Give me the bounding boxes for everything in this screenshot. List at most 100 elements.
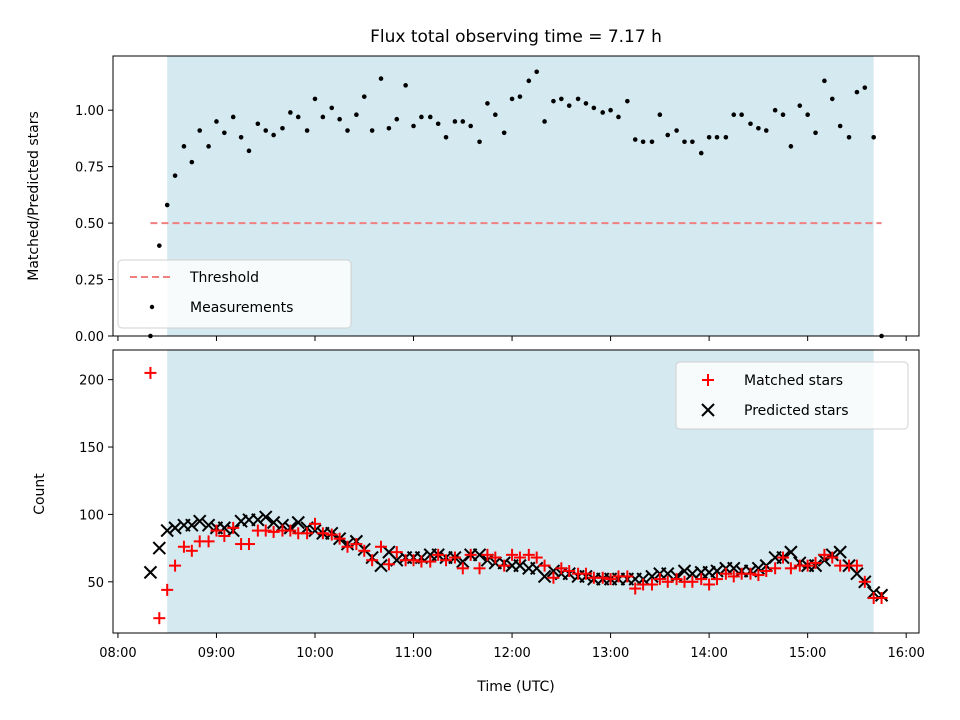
matched-point [555, 562, 568, 575]
measurement-point [477, 139, 482, 145]
measurement-point [280, 125, 285, 131]
predicted-point [259, 510, 273, 524]
bottom-xtick-label: 15:00 [789, 646, 826, 661]
bottom-y-axis-label: Count [32, 473, 48, 515]
measurement-point [542, 119, 547, 124]
matched-point [850, 559, 863, 572]
matched-point [858, 575, 871, 588]
measurement-point [361, 94, 367, 99]
measurement-point [403, 83, 408, 88]
measurement-point [337, 116, 342, 122]
measurement-point [181, 144, 187, 149]
matched-point [719, 567, 732, 580]
measurement-point [748, 121, 753, 127]
predicted-point [308, 523, 322, 538]
bottom-ytick-label: 200 [79, 374, 104, 389]
matched-point [809, 556, 822, 569]
matched-point [563, 565, 576, 578]
matched-point [875, 591, 888, 604]
measurement-point [616, 114, 621, 120]
matched-point [390, 546, 403, 559]
measurement-point [690, 139, 695, 145]
bottom-xtick-label: 13:00 [592, 646, 629, 661]
matched-point [424, 555, 437, 568]
matched-point [169, 559, 182, 572]
measurement-point [534, 69, 539, 75]
measurement-point [238, 134, 244, 140]
measurement-point [501, 130, 507, 136]
bottom-xtick-label: 09:00 [198, 646, 235, 661]
predicted-legend-swatch [701, 403, 715, 417]
measurement-point [772, 107, 778, 113]
chart-title: Flux total observing time = 7.17 h [370, 27, 662, 47]
predicted-point [677, 564, 692, 578]
matched-point [210, 524, 223, 537]
measurements-legend-label: Measurements [190, 300, 293, 316]
measurement-point [583, 101, 589, 106]
matched-point [727, 570, 740, 583]
matched-point [144, 366, 157, 379]
matched-point [366, 554, 379, 567]
bottom-xtick-label: 14:00 [690, 646, 727, 661]
measurement-point [854, 89, 860, 95]
matched-point [629, 582, 642, 595]
measurements-legend-swatch [149, 304, 155, 310]
measurement-point [566, 103, 572, 108]
measurement-point [591, 105, 597, 111]
matched-point [596, 571, 609, 584]
measurement-point [345, 128, 350, 133]
matched-point [301, 527, 314, 540]
predicted-point [784, 545, 798, 559]
bottom-ytick-label: 50 [87, 576, 104, 591]
measurement-point [739, 112, 744, 118]
predicted-point [537, 569, 552, 584]
predicted-point [193, 514, 207, 528]
measurement-point [460, 119, 466, 124]
bottom-xtick-label: 08:00 [99, 646, 136, 661]
measurement-point [682, 139, 687, 145]
matched-point [481, 548, 494, 561]
measurement-point [246, 148, 252, 154]
measurement-point [378, 76, 384, 81]
matched-point [826, 551, 839, 564]
measurement-point [698, 150, 704, 156]
measurement-point [288, 110, 293, 115]
measurement-point [731, 112, 737, 118]
measurement-point [526, 78, 532, 84]
matched-point [448, 551, 461, 564]
measurement-point [640, 139, 646, 145]
measurement-point [172, 173, 178, 178]
measurement-point [649, 139, 655, 145]
measurement-point [485, 101, 490, 106]
measurement-point [493, 112, 498, 118]
measurement-point [509, 96, 515, 102]
measurement-point [822, 78, 827, 84]
measurement-point [763, 128, 769, 133]
predicted-point [201, 518, 216, 532]
matched-point [547, 571, 560, 584]
predicted-point [291, 515, 305, 530]
measurement-point [780, 112, 786, 118]
matched-point [325, 528, 338, 541]
predicted-point [374, 558, 388, 573]
matched-point [267, 525, 280, 538]
predicted-legend-label: Predicted stars [744, 403, 849, 419]
predicted-point [251, 513, 265, 527]
matched-point [218, 529, 231, 542]
matched-point [153, 612, 166, 625]
measurement-point [230, 114, 236, 120]
top-ytick-label: 0.50 [75, 217, 104, 232]
measurement-point [189, 159, 195, 165]
count-panel: 50 100 150 200 08:00 09:00 10:00 11:00 12:00 13:0… [79, 349, 925, 661]
measurement-point [295, 114, 301, 120]
matched-point [801, 559, 814, 572]
measurement-point [329, 105, 335, 111]
predicted-point [661, 566, 675, 581]
matched-point [382, 558, 395, 571]
measurement-point [214, 119, 219, 124]
measurement-point [222, 130, 227, 136]
measurement-point [411, 123, 416, 129]
measurement-point [829, 96, 835, 102]
measurement-point [788, 144, 794, 149]
